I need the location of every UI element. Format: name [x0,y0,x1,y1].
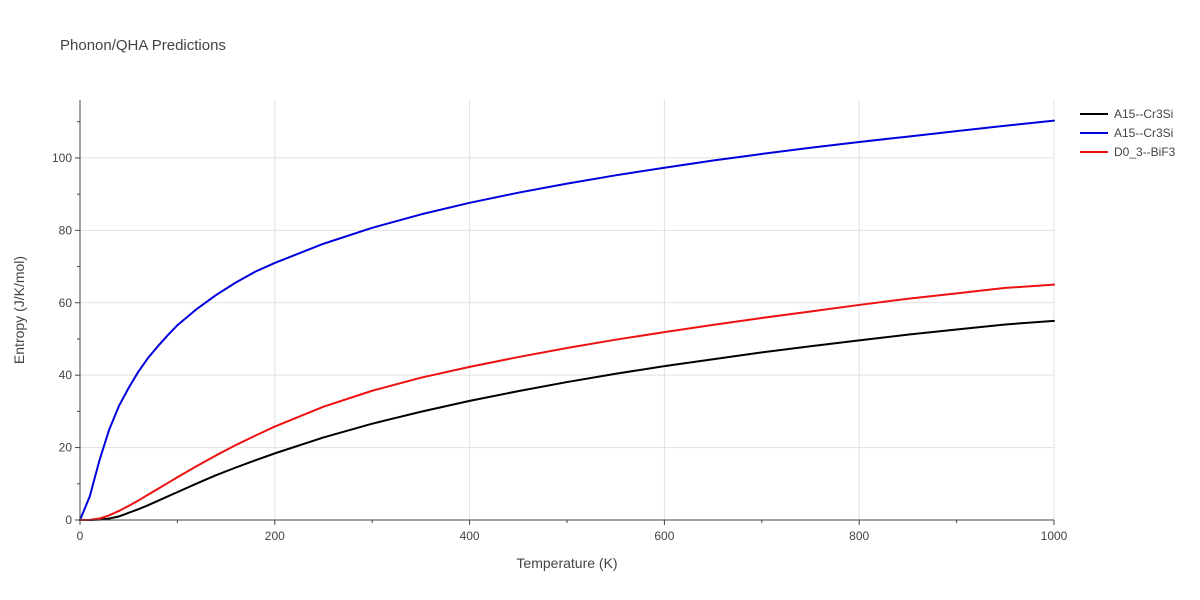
series-line-2[interactable] [79,119,1055,521]
y-tick-label: 20 [59,441,73,455]
y-tick-label: 40 [59,368,73,382]
series-line-1[interactable] [79,319,1055,521]
series-layer[interactable] [79,119,1055,521]
x-tick-label: 200 [265,529,285,543]
y-axis-title: Entropy (J/K/mol) [11,256,27,364]
x-tick-label: 1000 [1041,529,1068,543]
x-tick-label: 800 [849,529,869,543]
legend-label: A15--Cr3Si [1114,126,1173,140]
x-tick-label: 0 [77,529,84,543]
x-tick-label: 400 [460,529,480,543]
grid-layer [80,100,1055,520]
legend-label: D0_3--BiF3 [1114,145,1176,159]
axis-layer: 0 200 400 600 800 1000 0 20 40 60 80 100 [52,100,1068,543]
y-tick-label: 100 [52,151,72,165]
y-tick-label: 80 [59,223,73,237]
legend-label: A15--Cr3Si [1114,107,1173,121]
y-tick-label: 60 [59,296,73,310]
x-tick-label: 600 [654,529,674,543]
legend-item-3[interactable]: D0_3--BiF3 [1080,145,1176,159]
legend-item-1[interactable]: A15--Cr3Si [1080,107,1173,121]
legend-item-2[interactable]: A15--Cr3Si [1080,126,1173,140]
legend[interactable]: A15--Cr3Si A15--Cr3Si D0_3--BiF3 [1080,107,1176,159]
x-axis-title: Temperature (K) [516,555,617,571]
chart-title: Phonon/QHA Predictions [60,37,226,54]
series-line-3[interactable] [79,283,1055,521]
y-tick-label: 0 [65,513,72,527]
